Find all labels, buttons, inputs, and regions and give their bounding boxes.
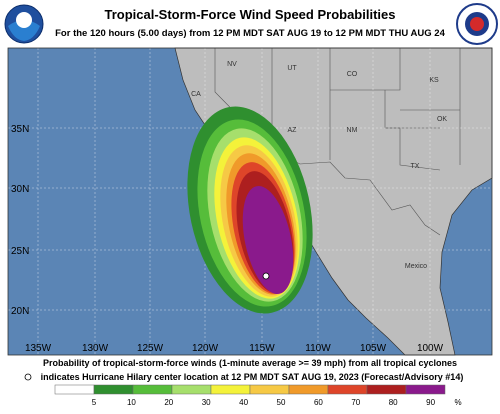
legend-swatch xyxy=(288,384,329,395)
subtitle: For the 120 hours (5.00 days) from 12 PM… xyxy=(55,28,445,39)
legend-label: 30 xyxy=(202,398,211,407)
lat-label: 20N xyxy=(11,306,29,317)
lat-label: 25N xyxy=(11,246,29,257)
lon-label: 130W xyxy=(82,343,109,354)
region-label: UT xyxy=(287,65,297,72)
legend-label: 60 xyxy=(314,398,323,407)
lat-label: 30N xyxy=(11,184,29,195)
legend-unit: % xyxy=(454,398,461,407)
region-label: TX xyxy=(411,163,420,170)
center-symbol xyxy=(24,373,32,381)
legend-label: 50 xyxy=(277,398,286,407)
legend-swatch xyxy=(405,384,446,395)
legend-swatch xyxy=(366,384,407,395)
region-label: AZ xyxy=(288,127,298,134)
lon-label: 110W xyxy=(305,343,331,354)
region-label: NM xyxy=(347,127,358,134)
lon-label: 135W xyxy=(25,343,52,354)
legend-label: 20 xyxy=(164,398,173,407)
noaa-logo xyxy=(4,4,44,44)
probability-contours xyxy=(187,106,313,314)
region-label: OK xyxy=(437,116,447,123)
region-label: KS xyxy=(429,77,439,84)
map-labels: NV UT CO KS CA AZ NM OK TX Mexico 35N 30N 25N 20N 135W… xyxy=(11,61,447,354)
legend-swatch xyxy=(327,384,368,395)
contour xyxy=(242,185,294,295)
legend-swatch xyxy=(93,384,134,395)
lon-label: 115W xyxy=(249,343,275,354)
legend: 5 10 20 30 40 50 60 70 80 90% xyxy=(54,384,462,407)
lon-label: 105W xyxy=(360,343,387,354)
legend-label: 5 xyxy=(92,398,97,407)
footer-line1: Probability of tropical-storm-force wind… xyxy=(43,358,457,368)
legend-swatch xyxy=(210,384,251,395)
region-label: Mexico xyxy=(405,263,427,270)
lon-label: 100W xyxy=(417,343,444,354)
region-label: NV xyxy=(227,61,237,68)
storm-center xyxy=(262,272,270,280)
legend-swatch xyxy=(171,384,212,395)
region-label: CA xyxy=(191,91,201,98)
nws-logo xyxy=(456,3,498,45)
legend-label: 90 xyxy=(426,398,435,407)
region-label: CO xyxy=(347,71,358,78)
lat-label: 35N xyxy=(11,124,29,135)
legend-label: 40 xyxy=(239,398,248,407)
legend-label: 10 xyxy=(127,398,136,407)
legend-label: 80 xyxy=(389,398,398,407)
map-frame xyxy=(7,47,493,356)
footer-line2: indicates Hurricane Hilary center locati… xyxy=(41,372,464,382)
lon-label: 120W xyxy=(192,343,219,354)
legend-swatch xyxy=(249,384,290,395)
legend-swatch xyxy=(54,384,95,395)
legend-swatch xyxy=(132,384,173,395)
lon-label: 125W xyxy=(137,343,164,354)
map: NV UT CO KS CA AZ NM OK TX Mexico 35N 30N 25N 20N 135W… xyxy=(8,47,493,356)
title: Tropical-Storm-Force Wind Speed Probabil… xyxy=(105,7,396,22)
legend-label: 70 xyxy=(351,398,360,407)
